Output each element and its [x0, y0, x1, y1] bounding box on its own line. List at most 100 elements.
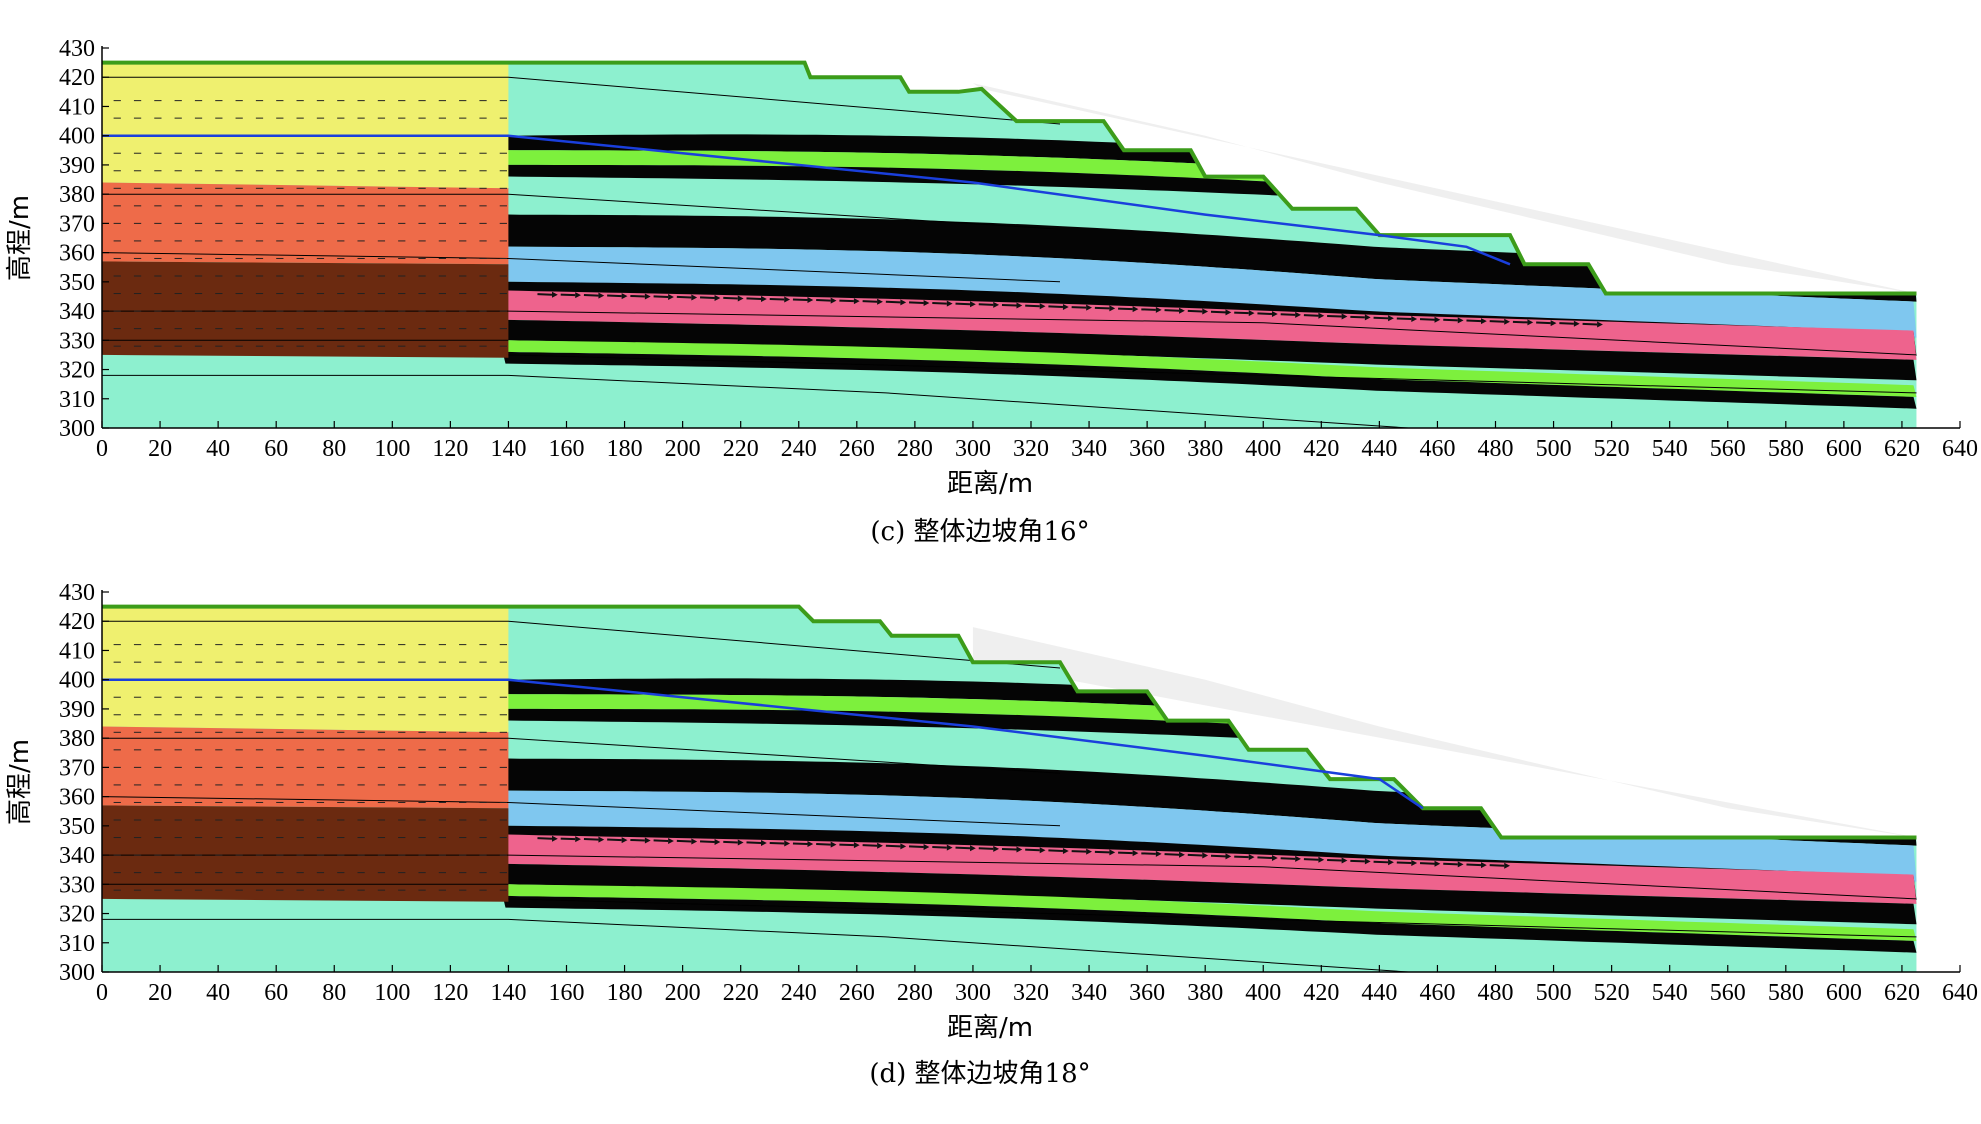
- y-tick-label: 400: [59, 124, 95, 150]
- vector-arrow: [1141, 308, 1156, 311]
- vector-arrow: [1466, 319, 1482, 323]
- vector-arrowhead: [807, 297, 814, 304]
- x-tick-label: 180: [607, 980, 643, 1006]
- contour-line: [508, 898, 1917, 938]
- y-tick-label: 420: [59, 65, 95, 91]
- vector-arrowhead: [1457, 861, 1464, 868]
- x-tick-label: 40: [206, 436, 230, 462]
- vector-arrowhead: [1504, 862, 1511, 869]
- vector-arrow: [1373, 860, 1389, 864]
- vector-arrow: [1373, 316, 1389, 320]
- vector-arrowhead: [1388, 315, 1394, 322]
- vector-arrowhead: [1411, 316, 1418, 323]
- vector-arrowhead: [784, 840, 791, 847]
- vector-arrow: [1025, 304, 1040, 308]
- vector-arrowhead: [1086, 304, 1092, 311]
- vector-arrow: [909, 301, 924, 304]
- water-table: [102, 678, 1424, 810]
- x-tick-label: 560: [1710, 436, 1746, 462]
- vector-arrow: [607, 838, 622, 842]
- x-tick-label: 600: [1826, 980, 1862, 1006]
- x-tick-label: 640: [1942, 436, 1978, 462]
- vector-arrow: [1559, 322, 1574, 325]
- y-tick-label: 410: [59, 638, 95, 664]
- layer-orange: [102, 726, 509, 809]
- vector-arrowhead: [644, 293, 651, 300]
- water-table: [102, 134, 1511, 266]
- x-tick-label: 540: [1652, 980, 1688, 1006]
- x-tick-label: 480: [1478, 436, 1514, 462]
- vector-arrowhead: [1295, 311, 1301, 318]
- x-tick-label: 580: [1768, 436, 1804, 462]
- vector-arrow: [862, 300, 878, 303]
- vector-arrowhead: [1364, 858, 1371, 865]
- vector-arrowhead: [668, 838, 674, 845]
- vector-arrow: [1234, 855, 1249, 859]
- vector-arrow: [1396, 317, 1412, 321]
- vector-arrow: [932, 845, 947, 849]
- vector-arrow: [676, 839, 692, 843]
- contour-line: [102, 310, 1917, 356]
- vector-arrowhead: [598, 292, 605, 299]
- vector-arrowhead: [1271, 854, 1278, 861]
- y-tick-label: 380: [59, 182, 95, 208]
- x-tick-label: 420: [1303, 980, 1339, 1006]
- x-tick-label: 520: [1594, 980, 1630, 1006]
- vector-arrow: [1280, 313, 1296, 316]
- x-tick-label: 140: [490, 980, 526, 1006]
- x-tick-label: 480: [1478, 980, 1514, 1006]
- vector-arrow: [1489, 320, 1505, 323]
- vector-arrow: [1303, 314, 1319, 317]
- vector-arrow: [746, 297, 762, 301]
- vector-arrow: [885, 844, 901, 848]
- vector-arrowhead: [877, 842, 883, 849]
- contour-line: [508, 354, 1917, 394]
- contour-line: [102, 796, 1061, 827]
- x-tick-label: 540: [1652, 436, 1688, 462]
- vector-arrow: [1512, 320, 1528, 324]
- vector-arrowhead: [1434, 316, 1441, 323]
- vector-arrowhead: [1411, 860, 1418, 867]
- vector-arrowhead: [1202, 308, 1209, 315]
- panel-caption: (c) 整体边坡角16°: [870, 517, 1089, 547]
- y-tick-label: 350: [59, 270, 95, 296]
- vector-arrow: [1443, 862, 1458, 866]
- x-tick-label: 240: [781, 980, 817, 1006]
- vector-arrow: [1164, 309, 1180, 312]
- vector-arrow: [1187, 309, 1203, 313]
- vector-arrowhead: [761, 296, 767, 303]
- vector-arrowhead: [1550, 320, 1557, 327]
- vector-arrowhead: [668, 294, 674, 301]
- vector-arrow: [1350, 859, 1365, 863]
- vector-arrow: [583, 294, 599, 297]
- y-tick-label: 390: [59, 153, 95, 179]
- x-tick-label: 320: [1013, 980, 1049, 1006]
- vector-arrowhead: [1062, 847, 1069, 854]
- vector-arrowhead: [575, 836, 582, 843]
- x-tick-label: 40: [206, 980, 230, 1006]
- vector-arrow: [978, 303, 994, 306]
- vector-arrow: [792, 298, 808, 302]
- vector-arrowhead: [1480, 318, 1487, 325]
- vector-arrowhead: [1318, 312, 1325, 319]
- vector-arrowhead: [970, 845, 976, 852]
- x-tick-label: 300: [955, 980, 991, 1006]
- vector-arrowhead: [737, 839, 744, 846]
- x-tick-label: 400: [1245, 436, 1281, 462]
- vector-arrowhead: [1155, 850, 1162, 857]
- y-tick-label: 380: [59, 726, 95, 752]
- vector-arrowhead: [1480, 862, 1487, 869]
- x-tick-label: 20: [148, 436, 172, 462]
- vector-arrowhead: [551, 835, 558, 842]
- vector-arrow: [1048, 849, 1063, 852]
- vector-arrow: [1071, 306, 1087, 309]
- x-tick-label: 640: [1942, 980, 1978, 1006]
- vector-arrowhead: [1132, 850, 1139, 857]
- vector-arrow: [1257, 856, 1272, 859]
- vector-arrowhead: [1109, 849, 1116, 856]
- x-tick-label: 500: [1536, 436, 1572, 462]
- vector-arrow: [1327, 314, 1342, 318]
- vector-arrowhead: [830, 841, 837, 848]
- vector-arrowhead: [1248, 310, 1255, 317]
- vector-arrow: [978, 847, 994, 850]
